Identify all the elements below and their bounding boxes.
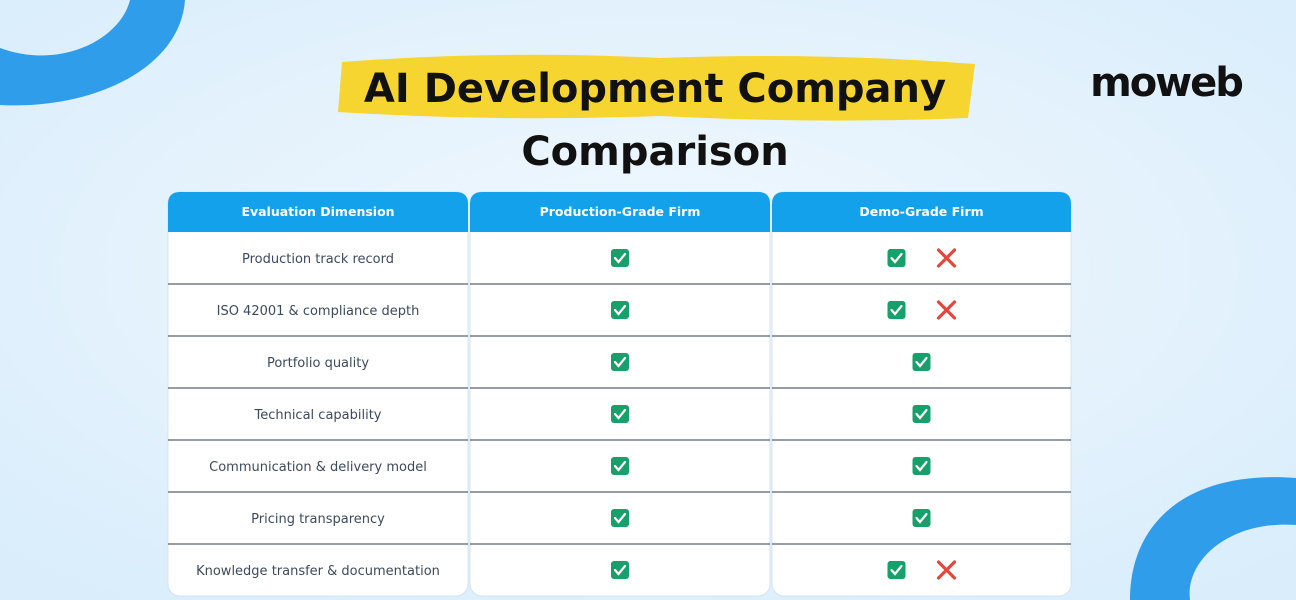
check-mark xyxy=(915,356,928,368)
check-icon xyxy=(611,353,629,371)
check-icon xyxy=(912,457,931,475)
check-mark xyxy=(915,408,928,420)
check-icon xyxy=(611,405,629,423)
check-icon xyxy=(611,457,629,475)
cross-icon xyxy=(936,248,957,268)
header-cell xyxy=(168,192,468,232)
header-text: Evaluation Dimension xyxy=(241,204,394,219)
dimension-label: ISO 42001 & compliance depth xyxy=(217,304,420,319)
check-mark xyxy=(613,304,627,316)
check-mark xyxy=(915,512,928,524)
check-icon xyxy=(912,353,931,371)
check-icon xyxy=(611,249,629,267)
title-line: AI Development Company xyxy=(364,66,946,112)
cross-icon xyxy=(936,300,957,320)
check-icon xyxy=(611,301,629,319)
dimension-label: Production track record xyxy=(242,252,394,267)
check-mark xyxy=(890,252,903,264)
cross-icon xyxy=(936,560,957,580)
check-mark xyxy=(915,460,928,472)
check-icon xyxy=(611,509,629,527)
check-mark xyxy=(613,356,627,368)
dimension-label: Communication & delivery model xyxy=(209,460,427,475)
check-mark xyxy=(890,304,903,316)
decor-blob xyxy=(0,0,185,106)
check-icon xyxy=(887,301,906,319)
dimension-label: Technical capability xyxy=(253,408,381,423)
dimension-label: Portfolio quality xyxy=(267,356,369,371)
check-mark xyxy=(613,408,627,420)
header-cell xyxy=(772,192,1071,232)
title-highlight xyxy=(338,54,975,121)
column-card xyxy=(771,191,1072,597)
check-icon xyxy=(887,249,906,267)
decor-blob xyxy=(1130,477,1296,600)
dimension-label: Knowledge transfer & documentation xyxy=(196,564,440,579)
check-icon xyxy=(887,561,906,579)
check-mark xyxy=(613,252,627,264)
check-mark xyxy=(890,564,903,576)
comparison-table: Evaluation Dimension Production-Grade Fir… xyxy=(167,191,1072,597)
check-mark xyxy=(613,564,627,576)
logo: moweb xyxy=(1090,60,1242,106)
header-text: Demo-Grade Firm xyxy=(859,204,983,219)
title-line: Comparison xyxy=(521,129,788,175)
check-mark xyxy=(613,460,627,472)
check-icon xyxy=(611,561,629,579)
check-icon xyxy=(912,405,931,423)
check-mark xyxy=(613,512,627,524)
check-icon xyxy=(912,509,931,527)
dimension-label: Pricing transparency xyxy=(251,512,385,527)
header-cell xyxy=(470,192,770,232)
header-text: Production-Grade Firm xyxy=(540,204,701,219)
